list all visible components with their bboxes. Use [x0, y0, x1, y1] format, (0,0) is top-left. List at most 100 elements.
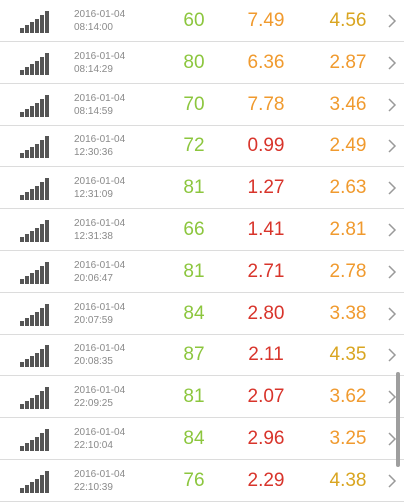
signal-bar: [35, 478, 39, 493]
row-time: 20:08:35: [74, 356, 113, 368]
value-secondary: 2.96: [247, 428, 285, 449]
signal-bar: [40, 265, 44, 284]
chevron-right-icon[interactable]: [385, 430, 399, 448]
row-time: 22:09:25: [74, 398, 113, 410]
list-item[interactable]: 2016-01-04 08:14:00 60 7.49 4.56: [0, 1, 404, 42]
signal-bar: [20, 195, 24, 201]
chevron-right-icon[interactable]: [385, 305, 399, 323]
signal-bar: [25, 108, 29, 117]
signal-bar: [30, 63, 34, 75]
signal-bar: [25, 275, 29, 284]
signal-bar: [35, 19, 39, 33]
row-time: 12:31:09: [74, 189, 113, 201]
signal-bar: [45, 470, 49, 493]
signal-bar: [45, 94, 49, 117]
row-time: 12:31:38: [74, 231, 113, 242]
signal-bars-icon: [20, 178, 50, 201]
list-item[interactable]: 2016-01-04 22:10:04 84 2.96 3.25: [0, 419, 404, 460]
signal-bar: [30, 147, 34, 159]
value-primary: 70: [183, 93, 205, 115]
row-time: 12:30:36: [74, 147, 113, 159]
signal-bar: [20, 153, 24, 159]
signal-bar: [40, 307, 44, 326]
row-time: 08:14:29: [74, 63, 113, 75]
row-time: 22:10:04: [74, 440, 113, 451]
chevron-right-icon[interactable]: [385, 137, 399, 155]
signal-bar: [20, 69, 24, 75]
signal-bars-icon: [20, 94, 50, 117]
list-item[interactable]: 2016-01-04 20:08:35 87 2.11 4.35: [0, 335, 404, 377]
chevron-right-icon[interactable]: [385, 12, 399, 30]
list-item[interactable]: 2016-01-04 12:31:09 81 1.27 2.63: [0, 168, 404, 210]
signal-bar: [30, 314, 34, 326]
signal-bar: [30, 272, 34, 284]
signal-bar: [40, 433, 44, 451]
signal-bars-icon: [20, 52, 50, 75]
chevron-right-icon[interactable]: [385, 346, 399, 364]
row-date: 2016-01-04: [74, 176, 126, 188]
row-date: 2016-01-04: [74, 343, 126, 355]
value-primary: 81: [183, 260, 205, 282]
list-item[interactable]: 2016-01-04 12:30:36 72 0.99 2.49: [0, 126, 404, 168]
chevron-right-icon[interactable]: [385, 388, 399, 406]
scrollbar[interactable]: [396, 372, 400, 467]
list-item[interactable]: 2016-01-04 08:14:29 80 6.36 2.87: [0, 42, 404, 84]
value-primary: 81: [183, 177, 205, 199]
value-primary: 84: [183, 302, 205, 324]
value-primary: 80: [183, 51, 205, 73]
signal-bar: [45, 178, 49, 201]
signal-bars-icon: [20, 470, 50, 493]
signal-bar: [45, 345, 49, 368]
signal-bar: [20, 446, 24, 451]
signal-bar: [35, 186, 39, 201]
value-primary: 66: [183, 219, 205, 240]
signal-bar: [45, 303, 49, 326]
signal-bar: [20, 404, 24, 410]
value-tertiary: 2.87: [329, 51, 367, 73]
signal-bar: [25, 317, 29, 326]
signal-bar: [25, 234, 29, 242]
signal-bar: [35, 395, 39, 410]
chevron-right-icon[interactable]: [385, 54, 399, 72]
row-date: 2016-01-04: [74, 218, 126, 229]
value-primary: 76: [183, 469, 205, 491]
signal-bar: [35, 228, 39, 242]
signal-bar: [25, 192, 29, 201]
row-date: 2016-01-04: [74, 9, 126, 20]
row-date: 2016-01-04: [74, 385, 126, 397]
signal-bar: [20, 237, 24, 242]
value-tertiary: 3.38: [329, 302, 367, 324]
signal-bars-icon: [20, 136, 50, 159]
chevron-right-icon[interactable]: [385, 221, 399, 239]
row-date: 2016-01-04: [74, 92, 126, 104]
signal-bar: [20, 487, 24, 493]
chevron-right-icon[interactable]: [385, 96, 399, 114]
chevron-right-icon[interactable]: [385, 472, 399, 490]
row-time: 22:10:39: [74, 481, 113, 493]
signal-bar: [40, 391, 44, 410]
chevron-right-icon[interactable]: [385, 179, 399, 197]
chevron-right-icon[interactable]: [385, 263, 399, 281]
value-tertiary: 4.56: [329, 10, 367, 31]
signal-bar: [40, 140, 44, 159]
list-item[interactable]: 2016-01-04 20:06:47 81 2.71 2.78: [0, 251, 404, 293]
signal-bars-icon: [20, 261, 50, 284]
signal-bar: [40, 56, 44, 75]
list-item[interactable]: 2016-01-04 22:09:25 81 2.07 3.62: [0, 377, 404, 419]
signal-bar: [45, 11, 49, 33]
list-item[interactable]: 2016-01-04 12:31:38 66 1.41 2.81: [0, 210, 404, 251]
signal-bar: [45, 387, 49, 410]
signal-bars-icon: [20, 220, 50, 242]
value-secondary: 6.36: [247, 51, 285, 73]
list-item[interactable]: 2016-01-04 22:10:39 76 2.29 4.38: [0, 460, 404, 502]
value-secondary: 2.71: [247, 260, 285, 282]
row-date: 2016-01-04: [74, 50, 126, 62]
value-primary: 72: [183, 135, 205, 157]
value-secondary: 7.49: [247, 10, 285, 31]
signal-bar: [45, 261, 49, 284]
signal-bar: [35, 311, 39, 326]
list-item[interactable]: 2016-01-04 08:14:59 70 7.78 3.46: [0, 84, 404, 126]
signal-bar: [25, 150, 29, 159]
value-primary: 87: [183, 344, 205, 366]
list-item[interactable]: 2016-01-04 20:07:59 84 2.80 3.38: [0, 293, 404, 335]
